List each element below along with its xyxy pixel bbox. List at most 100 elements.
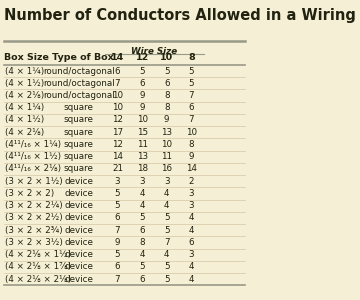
Text: 8: 8 [164,103,170,112]
Text: device: device [64,213,93,222]
Text: 5: 5 [115,250,120,259]
Text: (4 × 1½): (4 × 1½) [5,116,45,124]
Text: 18: 18 [136,164,148,173]
Text: 8: 8 [188,53,195,62]
Text: square: square [64,103,94,112]
Text: 5: 5 [139,213,145,222]
Text: (4 × 1½): (4 × 1½) [5,79,45,88]
Text: 11: 11 [136,140,148,149]
Text: (4¹¹/₁₆ × 1½): (4¹¹/₁₆ × 1½) [5,152,62,161]
Text: (3 × 2 × 2¾): (3 × 2 × 2¾) [5,226,63,235]
Text: round/octagonal: round/octagonal [43,91,114,100]
Text: 5: 5 [189,79,194,88]
Text: (4 × 2⅛ × 1½): (4 × 2⅛ × 1½) [5,250,72,259]
Text: (4 × 2⅛ × 1⅞): (4 × 2⅛ × 1⅞) [5,262,72,272]
Text: 17: 17 [112,128,123,137]
Text: 10: 10 [161,140,172,149]
Text: 14: 14 [186,164,197,173]
Text: round/octagonal: round/octagonal [43,79,114,88]
Text: (4 × 1¼): (4 × 1¼) [5,103,45,112]
Text: 4: 4 [164,250,170,259]
Text: 4: 4 [139,250,145,259]
Text: 8: 8 [189,140,194,149]
Text: square: square [64,152,94,161]
Text: 2: 2 [189,177,194,186]
Text: 10: 10 [136,116,148,124]
Text: 7: 7 [189,91,194,100]
Text: 13: 13 [161,128,172,137]
Text: 9: 9 [139,103,145,112]
Text: 10: 10 [186,128,197,137]
Text: 4: 4 [189,226,194,235]
Text: 9: 9 [189,152,194,161]
Text: 7: 7 [115,274,120,284]
Text: device: device [64,177,93,186]
Text: 5: 5 [139,262,145,272]
Text: 15: 15 [136,128,148,137]
Text: 12: 12 [112,116,123,124]
Text: 3: 3 [189,201,194,210]
Text: Number of Conductors Allowed in a Wiring Box: Number of Conductors Allowed in a Wiring… [4,8,360,23]
Text: (4¹¹/₁₆ × 2⅛): (4¹¹/₁₆ × 2⅛) [5,164,62,173]
Text: device: device [64,262,93,272]
Text: 5: 5 [189,67,194,76]
Text: device: device [64,189,93,198]
Text: (3 × 2 × 1½): (3 × 2 × 1½) [5,177,63,186]
Text: 6: 6 [189,103,194,112]
Text: (4 × 2⅛): (4 × 2⅛) [5,128,45,137]
Text: 4: 4 [189,262,194,272]
Text: square: square [64,116,94,124]
Text: 5: 5 [115,201,120,210]
Text: 4: 4 [189,274,194,284]
Text: (4 × 2⅛ × 2⅛): (4 × 2⅛ × 2⅛) [5,274,72,284]
Text: 8: 8 [164,91,170,100]
Text: 7: 7 [164,238,170,247]
Text: 7: 7 [115,79,120,88]
Text: 6: 6 [115,262,120,272]
Text: (3 × 2 × 3½): (3 × 2 × 3½) [5,238,63,247]
Text: 5: 5 [164,226,170,235]
Text: 3: 3 [189,250,194,259]
Text: device: device [64,226,93,235]
Text: 6: 6 [189,238,194,247]
Text: (3 × 2 × 2½): (3 × 2 × 2½) [5,213,63,222]
Text: 21: 21 [112,164,123,173]
Text: (4 × 2⅛): (4 × 2⅛) [5,91,45,100]
Text: Wire Size: Wire Size [131,47,177,56]
Text: 4: 4 [189,213,194,222]
Text: 3: 3 [115,177,120,186]
Text: 9: 9 [164,116,170,124]
Text: 5: 5 [164,213,170,222]
Text: round/octagonal: round/octagonal [43,67,114,76]
Text: 10: 10 [112,103,123,112]
Text: 10: 10 [160,53,173,62]
Text: 5: 5 [164,262,170,272]
Text: 12: 12 [112,140,123,149]
Text: (3 × 2 × 2): (3 × 2 × 2) [5,189,55,198]
Text: 16: 16 [161,164,172,173]
Text: 14: 14 [112,152,123,161]
Text: 4: 4 [139,201,145,210]
Text: 3: 3 [189,189,194,198]
Text: 6: 6 [139,79,145,88]
Text: 7: 7 [189,116,194,124]
Text: (4¹¹/₁₆ × 1¼): (4¹¹/₁₆ × 1¼) [5,140,62,149]
Text: device: device [64,201,93,210]
Text: 5: 5 [115,189,120,198]
Text: 4: 4 [164,201,170,210]
Text: 8: 8 [139,238,145,247]
Text: 9: 9 [115,238,120,247]
Text: 14: 14 [111,53,124,62]
Text: 13: 13 [136,152,148,161]
Text: 7: 7 [115,226,120,235]
Text: square: square [64,140,94,149]
Text: device: device [64,250,93,259]
Text: 11: 11 [161,152,172,161]
Text: 5: 5 [139,67,145,76]
Text: 10: 10 [112,91,123,100]
Text: 4: 4 [164,189,170,198]
Text: 6: 6 [164,79,170,88]
Text: 6: 6 [139,226,145,235]
Text: device: device [64,238,93,247]
Text: Type of Box: Type of Box [52,53,114,62]
